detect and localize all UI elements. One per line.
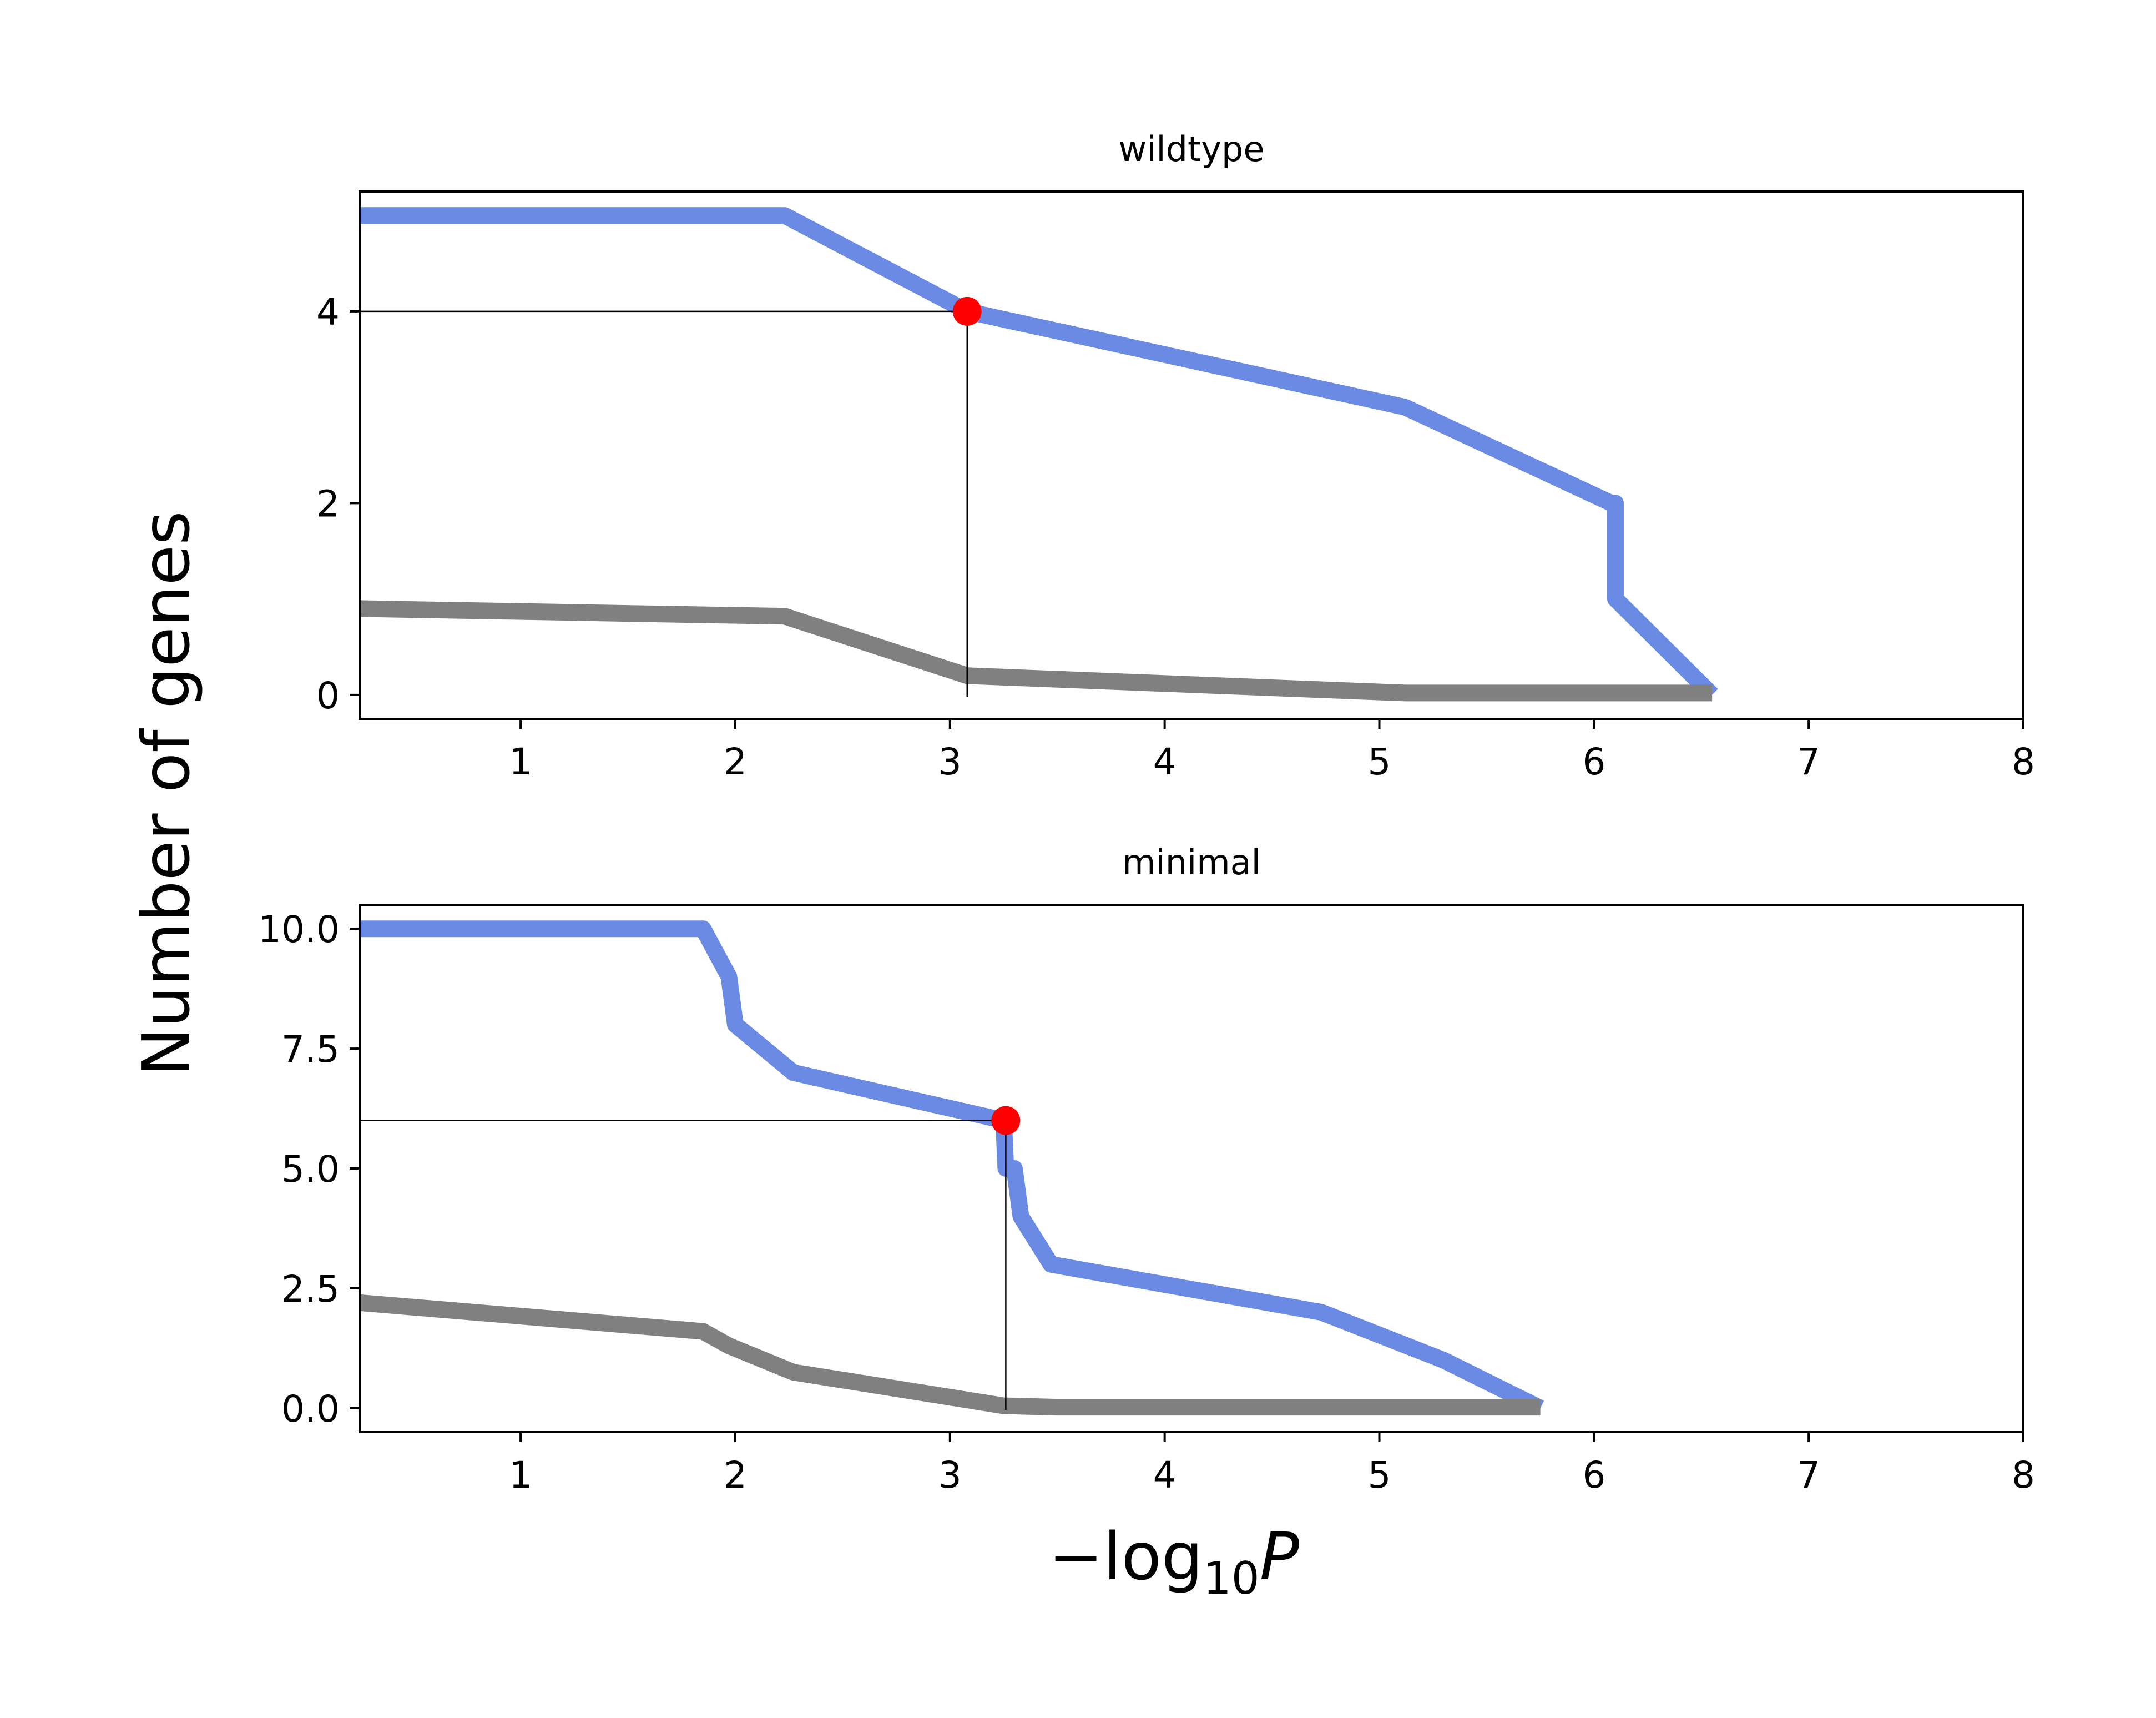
axes-frame xyxy=(359,190,2024,720)
x-tick-label: 5 xyxy=(1367,740,1391,783)
x-tick-label: 4 xyxy=(1153,1454,1177,1497)
x-tick-label: 2 xyxy=(724,1454,747,1497)
y-tick-label: 7.5 xyxy=(281,1028,340,1071)
panel-wildtype: 1 2 3 4 5 6 7 8 0 2 4 wildtype xyxy=(316,129,2035,783)
y-tick-label: 2 xyxy=(316,482,340,525)
x-axis-label-subscript: 10 xyxy=(1203,1553,1260,1604)
y-tick-label: 10.0 xyxy=(258,908,340,951)
x-tick-label: 1 xyxy=(509,740,532,783)
marker-point xyxy=(991,1106,1021,1135)
axes-frame xyxy=(359,904,2024,1433)
y-axis-label: Number of genes xyxy=(128,511,204,1076)
x-tick-label: 7 xyxy=(1797,1454,1820,1497)
x-axis-label-variable: P xyxy=(1260,1518,1299,1595)
x-tick-label: 6 xyxy=(1582,740,1605,783)
x-tick-label: 8 xyxy=(2012,740,2035,783)
series-line-background xyxy=(359,600,1713,702)
y-tick-label: 0 xyxy=(316,674,340,717)
x-tick-label: 6 xyxy=(1582,1454,1605,1497)
marker-point xyxy=(952,296,982,326)
series-line-observed xyxy=(360,920,1544,1416)
x-axis-label: −log10P xyxy=(1048,1518,1299,1604)
panel-title: wildtype xyxy=(1118,129,1264,169)
x-axis-label-main: −log xyxy=(1048,1518,1203,1595)
panel-minimal: 1 2 3 4 5 6 7 8 0.0 2.5 5.0 7.5 10.0 minimal xyxy=(258,842,2035,1497)
x-tick-label: 7 xyxy=(1797,740,1820,783)
x-tick-label: 4 xyxy=(1153,740,1177,783)
y-tick-label: 0.0 xyxy=(281,1388,340,1430)
y-tick-label: 4 xyxy=(316,291,340,334)
series-line-observed xyxy=(360,207,1718,701)
series-line-background xyxy=(359,1294,1541,1416)
x-tick-label: 2 xyxy=(724,740,747,783)
y-tick-label: 2.5 xyxy=(281,1268,340,1311)
y-tick-label: 5.0 xyxy=(281,1148,340,1191)
x-tick-label: 8 xyxy=(2012,1454,2035,1497)
x-tick-label: 3 xyxy=(938,1454,962,1497)
panel-title: minimal xyxy=(1122,842,1261,883)
x-tick-label: 5 xyxy=(1367,1454,1391,1497)
x-tick-label: 3 xyxy=(938,740,962,783)
x-tick-label: 1 xyxy=(509,1454,532,1497)
